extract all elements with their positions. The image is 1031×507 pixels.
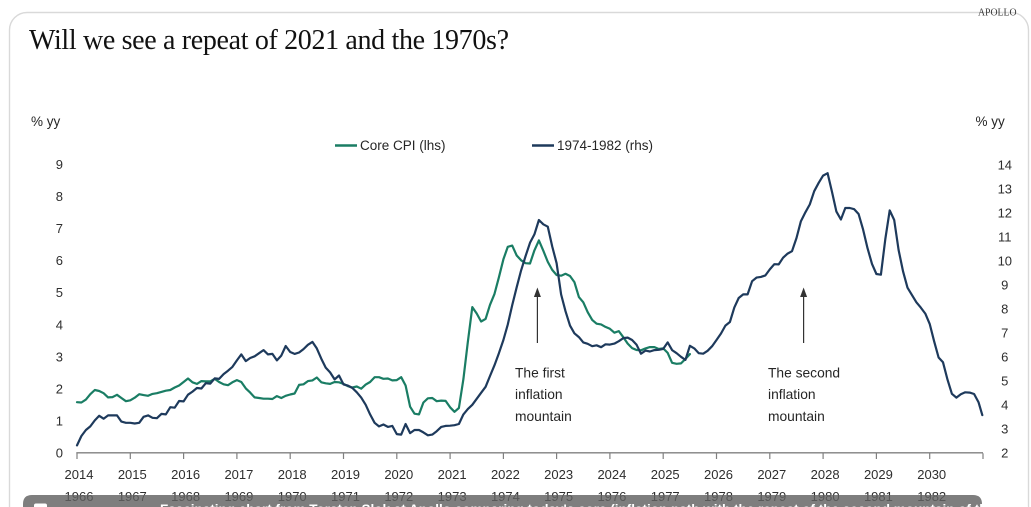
svg-text:2021: 2021 (438, 467, 467, 482)
svg-text:11: 11 (998, 229, 1012, 244)
svg-text:mountain: mountain (768, 409, 825, 424)
svg-text:7: 7 (1001, 325, 1008, 340)
svg-text:APOLLO: APOLLO (978, 8, 1017, 19)
svg-text:5: 5 (1001, 373, 1008, 388)
svg-text:2028: 2028 (811, 467, 840, 482)
svg-text:2014: 2014 (65, 467, 94, 482)
svg-text:2: 2 (1001, 445, 1008, 460)
svg-text:13: 13 (998, 181, 1012, 196)
svg-text:2029: 2029 (864, 467, 893, 482)
svg-text:The first: The first (515, 366, 565, 381)
svg-text:2020: 2020 (384, 467, 413, 482)
svg-text:9: 9 (56, 157, 63, 172)
svg-text:3: 3 (56, 349, 63, 364)
svg-text:2027: 2027 (757, 467, 786, 482)
svg-text:2019: 2019 (331, 467, 360, 482)
svg-text:% yy: % yy (31, 114, 61, 129)
svg-text:5: 5 (56, 285, 63, 300)
svg-text:Core CPI (lhs): Core CPI (lhs) (360, 138, 446, 153)
svg-text:2024: 2024 (597, 467, 626, 482)
svg-text:4: 4 (1001, 397, 1008, 412)
svg-text:1974-1982 (rhs): 1974-1982 (rhs) (557, 138, 653, 153)
svg-text:8: 8 (56, 189, 63, 204)
svg-text:14: 14 (998, 157, 1012, 172)
svg-text:2026: 2026 (704, 467, 733, 482)
svg-text:6: 6 (56, 253, 63, 268)
svg-text:1: 1 (56, 413, 63, 428)
svg-text:2016: 2016 (171, 467, 200, 482)
svg-text:2030: 2030 (917, 467, 946, 482)
svg-text:2023: 2023 (544, 467, 573, 482)
svg-text:8: 8 (1001, 301, 1008, 316)
svg-text:9: 9 (1001, 277, 1008, 292)
svg-text:2018: 2018 (278, 467, 307, 482)
svg-text:2015: 2015 (118, 467, 147, 482)
svg-text:inflation: inflation (768, 387, 816, 402)
svg-text:2017: 2017 (224, 467, 253, 482)
svg-text:0: 0 (56, 445, 63, 460)
svg-text:6: 6 (1001, 349, 1008, 364)
svg-text:4: 4 (56, 317, 63, 332)
svg-text:3: 3 (1001, 421, 1008, 436)
svg-text:Fascinating chart from Torsten: Fascinating chart from Torsten Slok at A… (160, 502, 1031, 507)
svg-text:12: 12 (998, 205, 1012, 220)
svg-text:2022: 2022 (491, 467, 520, 482)
svg-text:Will we see a repeat of 2021 a: Will we see a repeat of 2021 and the 197… (29, 25, 509, 56)
svg-text:2: 2 (56, 381, 63, 396)
svg-text:% yy: % yy (976, 114, 1006, 129)
svg-text:inflation: inflation (515, 387, 563, 402)
svg-text:mountain: mountain (515, 409, 572, 424)
svg-text:The second: The second (768, 366, 840, 381)
svg-text:7: 7 (56, 221, 63, 236)
svg-text:10: 10 (998, 253, 1012, 268)
svg-text:2025: 2025 (651, 467, 680, 482)
